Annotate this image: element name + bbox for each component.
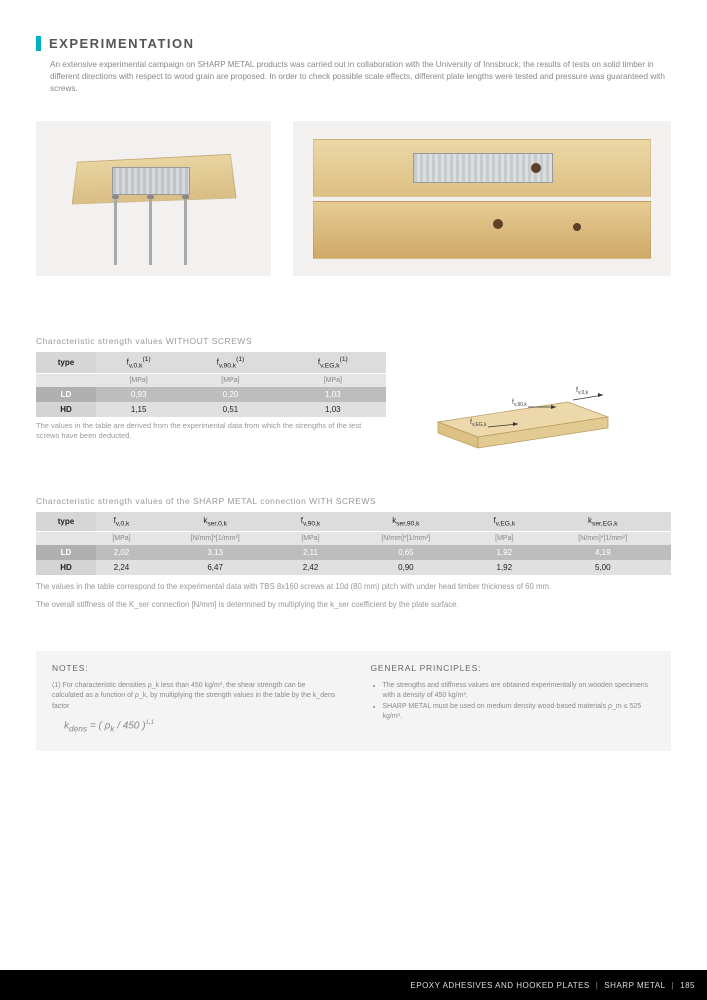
col-fv0k: fv,0,k(1) — [96, 352, 181, 374]
wood-isometric-diagram: fv,0,k fv,90,k fv,EG,k — [408, 352, 638, 462]
experiment-photo-right — [293, 121, 671, 276]
intro-paragraph: An extensive experimental campaign on SH… — [50, 59, 671, 95]
table-row: LD 0,93 0,20 1,03 — [36, 387, 386, 402]
footer-section: EPOXY ADHESIVES AND HOOKED PLATES — [410, 981, 589, 990]
page-footer: EPOXY ADHESIVES AND HOOKED PLATES | SHAR… — [0, 970, 707, 1000]
iso-label-v90: fv,90,k — [512, 399, 527, 408]
notes-body: (1) For characteristic densities ρ_k les… — [52, 681, 337, 713]
table-row: LD 2,02 3,13 2,11 0,65 1,92 4,19 — [36, 545, 671, 560]
table-row: HD 2,24 6,47 2,42 0,90 1,92 5,00 — [36, 560, 671, 575]
iso-label-v0: fv,0,k — [576, 387, 589, 396]
list-item: SHARP METAL must be used on medium densi… — [383, 702, 656, 723]
table1-note: The values in the table are derived from… — [36, 421, 386, 441]
table-with-screws: type fv,0,k kser,0,k fv,90,k kser,90,k f… — [36, 512, 671, 576]
footer-product: SHARP METAL — [604, 981, 665, 990]
table2-note1: The values in the table correspond to th… — [36, 581, 671, 593]
table2-heading: Characteristic strength values of the SH… — [36, 496, 671, 506]
table1-heading: Characteristic strength values WITHOUT S… — [36, 336, 671, 346]
col-type: type — [36, 352, 96, 374]
table2-note2: The overall stiffness of the K_ser conne… — [36, 599, 671, 611]
general-list: The strengths and stiffness values are o… — [371, 681, 656, 723]
experiment-photo-left — [36, 121, 271, 276]
table-row: HD 1,15 0,51 1,03 — [36, 402, 386, 417]
table-without-screws: type fv,0,k(1) fv,90,k(1) fv,EG,k(1) [MP… — [36, 352, 386, 417]
notes-title: NOTES: — [52, 663, 337, 673]
image-row — [36, 121, 671, 276]
density-formula: kdens = ( ρk / 450 )1,1 — [52, 720, 337, 733]
notes-panel: NOTES: (1) For characteristic densities … — [36, 651, 671, 752]
col-fv90k: fv,90,k(1) — [181, 352, 279, 374]
footer-page: 185 — [680, 981, 695, 990]
general-title: GENERAL PRINCIPLES: — [371, 663, 656, 673]
section-title: EXPERIMENTATION — [36, 36, 671, 51]
accent-bar — [36, 36, 41, 51]
list-item: The strengths and stiffness values are o… — [383, 681, 656, 702]
section-title-text: EXPERIMENTATION — [49, 36, 195, 51]
col-fvegk: fv,EG,k(1) — [280, 352, 386, 374]
